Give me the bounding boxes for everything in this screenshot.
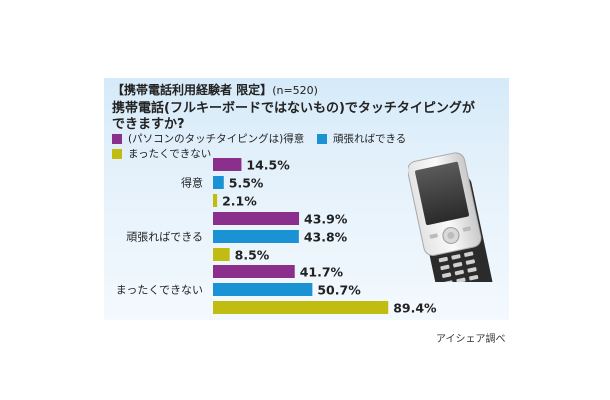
category-label: 得意	[181, 176, 203, 190]
data-label: 43.8%	[304, 230, 348, 245]
mobile-phone-icon	[408, 152, 493, 282]
source-note: アイシェア調べ	[436, 334, 506, 345]
question-line-1: 携帯電話(フルキーボードではないもの)でタッチタイピングが	[112, 101, 475, 116]
legend-label-1: (パソコンのタッチタイピングは)得意	[128, 133, 305, 145]
legend-swatch-2	[317, 133, 327, 144]
bar	[213, 265, 295, 278]
filter-label: 【携帯電話利用経験者 限定】(n=520)	[112, 83, 318, 97]
bar	[213, 248, 230, 261]
bar	[213, 283, 313, 296]
legend-label-2: 頑張ればできる	[333, 133, 407, 145]
legend-item-3: まったくできない	[112, 146, 211, 161]
bar	[213, 176, 224, 189]
category-label: まったくできない	[116, 284, 203, 297]
legend-swatch-1	[112, 133, 122, 144]
data-label: 2.1%	[222, 194, 257, 209]
legend-swatch-3	[112, 148, 122, 159]
legend-item-1: (パソコンのタッチタイピングは)得意	[112, 131, 304, 146]
data-label: 43.9%	[304, 212, 348, 227]
data-label: 41.7%	[300, 265, 344, 280]
bar	[213, 194, 218, 207]
legend-label-3: まったくできない	[128, 148, 212, 160]
bar	[213, 158, 242, 171]
data-label: 8.5%	[235, 248, 270, 263]
data-label: 5.5%	[229, 176, 264, 191]
bar	[213, 230, 299, 243]
data-label: 14.5%	[246, 158, 290, 173]
category-label: 頑張ればできる	[126, 231, 203, 244]
question-line-2: できますか?	[112, 117, 185, 132]
legend-item-2: 頑張ればできる	[317, 131, 406, 146]
sample-size: (n=520)	[272, 84, 318, 97]
bar	[213, 301, 389, 314]
data-label: 50.7%	[317, 283, 361, 298]
bar	[213, 212, 300, 225]
data-label: 89.4%	[393, 301, 437, 316]
